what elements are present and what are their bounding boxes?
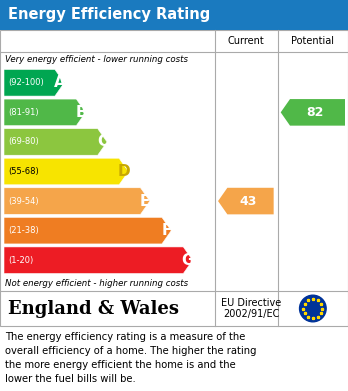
Text: C: C (97, 135, 108, 149)
Polygon shape (4, 158, 128, 185)
Text: (69-80): (69-80) (8, 137, 39, 146)
Text: 82: 82 (306, 106, 323, 119)
Circle shape (300, 295, 326, 322)
Text: Very energy efficient - lower running costs: Very energy efficient - lower running co… (5, 56, 188, 65)
Text: A: A (54, 75, 65, 90)
Text: (39-54): (39-54) (8, 197, 39, 206)
Text: D: D (117, 164, 130, 179)
Polygon shape (218, 188, 274, 214)
Polygon shape (4, 70, 64, 96)
Polygon shape (4, 129, 107, 155)
Text: England & Wales: England & Wales (8, 300, 179, 317)
Text: The energy efficiency rating is a measure of the
overall efficiency of a home. T: The energy efficiency rating is a measur… (5, 332, 256, 384)
Text: F: F (161, 223, 172, 238)
Text: Energy Efficiency Rating: Energy Efficiency Rating (8, 7, 210, 23)
Polygon shape (4, 188, 150, 214)
Text: (21-38): (21-38) (8, 226, 39, 235)
Text: E: E (140, 194, 150, 208)
Bar (0, 30, 348, 326)
Text: (81-91): (81-91) (8, 108, 39, 117)
Polygon shape (281, 99, 345, 126)
Bar (0, 0, 348, 30)
Text: (55-68): (55-68) (8, 167, 39, 176)
Text: Current: Current (228, 36, 264, 46)
Text: G: G (182, 253, 194, 268)
Text: (92-100): (92-100) (8, 78, 44, 87)
Text: B: B (75, 105, 87, 120)
Polygon shape (4, 217, 171, 244)
Polygon shape (4, 247, 193, 273)
Text: Not energy efficient - higher running costs: Not energy efficient - higher running co… (5, 278, 188, 287)
Text: 2002/91/EC: 2002/91/EC (223, 308, 279, 319)
Text: (1-20): (1-20) (8, 256, 33, 265)
Text: Potential: Potential (291, 36, 334, 46)
Text: EU Directive: EU Directive (221, 298, 282, 308)
Text: 43: 43 (239, 195, 256, 208)
Polygon shape (4, 99, 86, 126)
